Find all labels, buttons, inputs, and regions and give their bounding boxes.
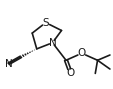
Text: N: N	[5, 59, 12, 69]
Text: O: O	[66, 68, 74, 78]
Text: N: N	[48, 38, 56, 48]
Text: S: S	[42, 18, 49, 28]
Text: O: O	[77, 48, 85, 58]
